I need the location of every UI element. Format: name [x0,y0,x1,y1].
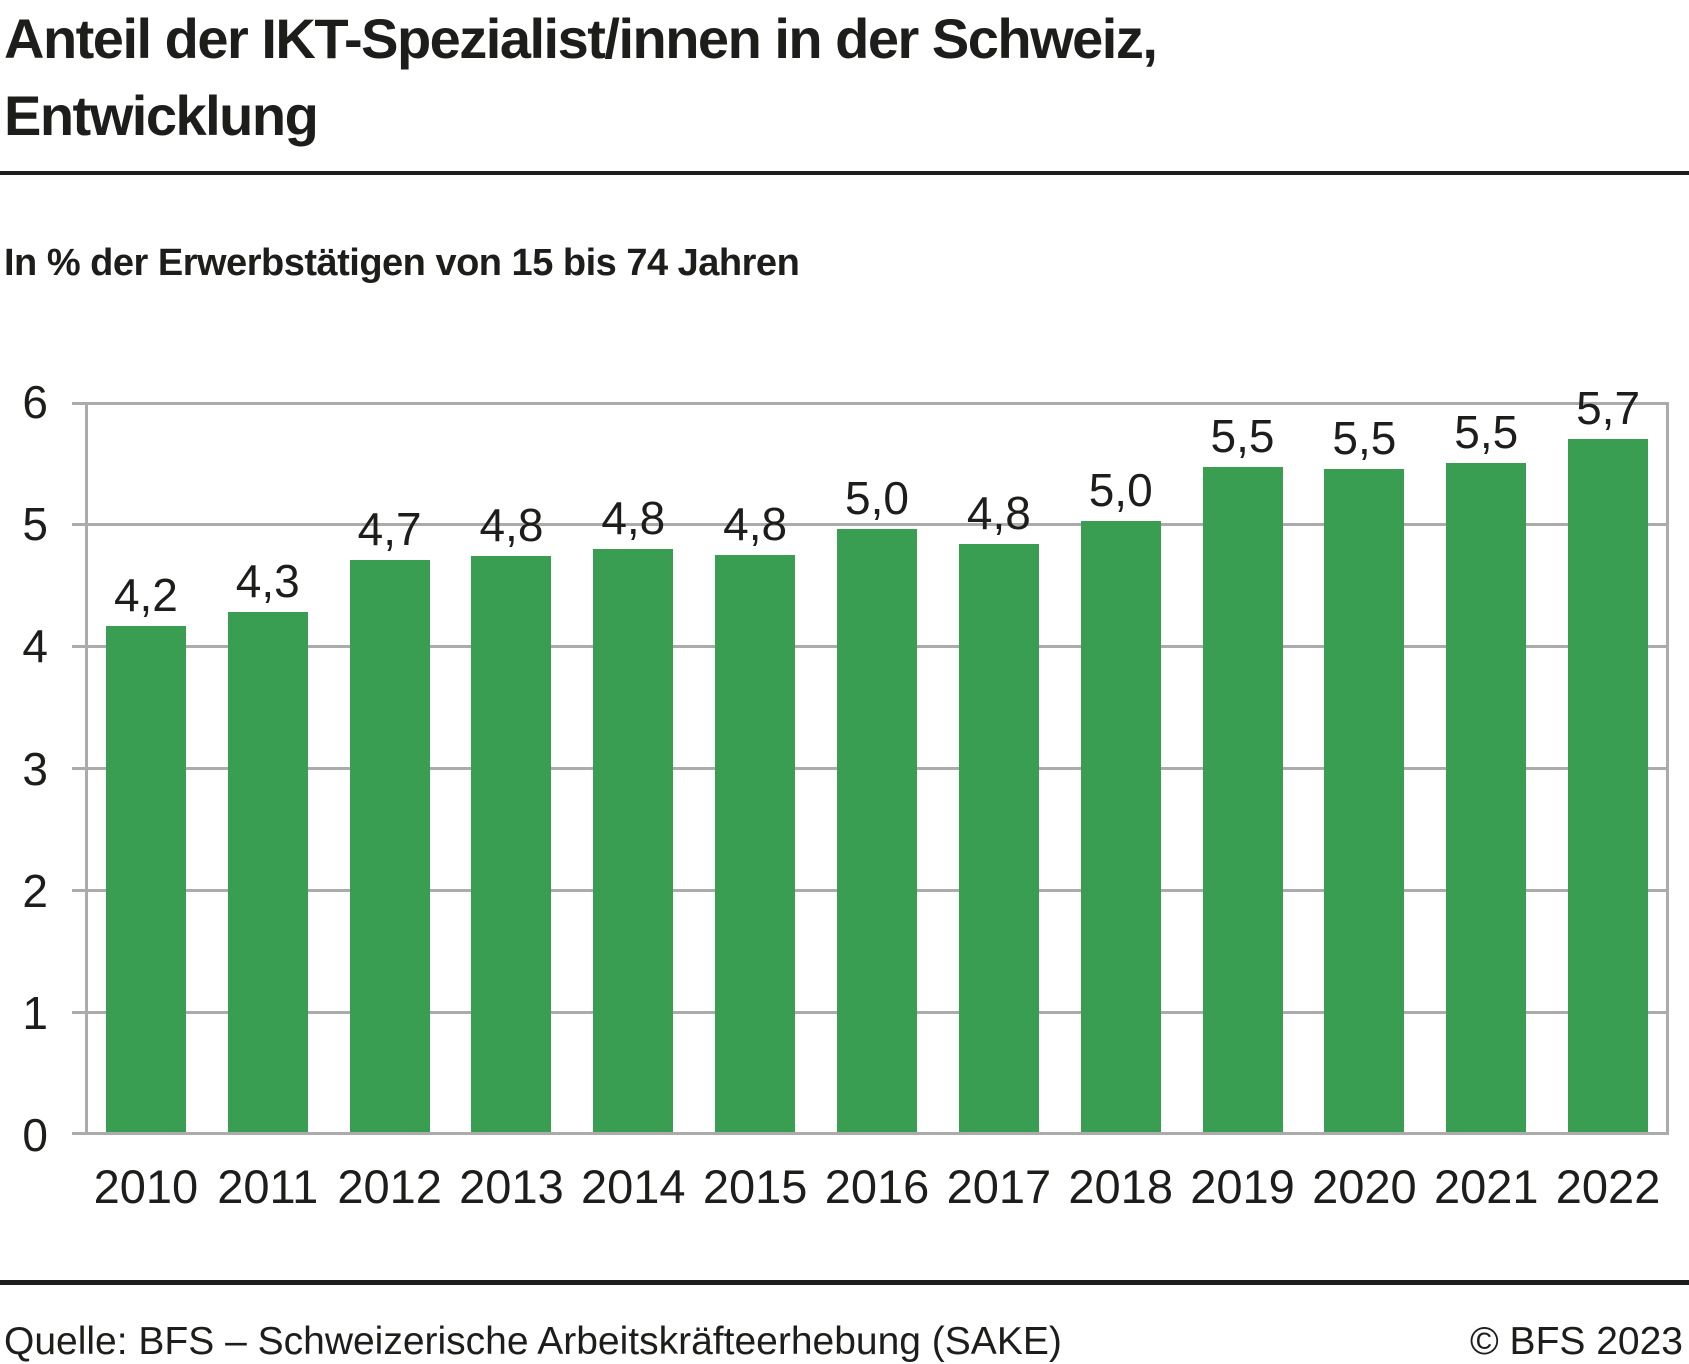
bar-value-label-2012: 4,7 [357,502,422,555]
bar-value-label-2013: 4,8 [479,498,544,551]
y-axis-label: 3 [22,742,48,795]
bar-2010 [105,625,186,1135]
y-axis-tick [72,402,85,405]
x-axis-label-2022: 2022 [1555,1160,1661,1213]
y-axis-label: 5 [22,498,48,551]
y-axis-label: 1 [22,986,48,1039]
x-axis-label-2020: 2020 [1312,1160,1417,1213]
bar-2016 [837,529,917,1135]
bar-value-label-2019: 5,5 [1210,409,1275,462]
plot-right-border [1666,402,1669,1135]
gridline-0 [85,1132,1669,1135]
bar-2018 [1080,520,1161,1135]
x-axis-label-2014: 2014 [581,1160,686,1213]
bar-2015 [715,554,796,1135]
bar-chart: 4,2 4,3 4,7 4,8 4,8 4,8 5,0 4,8 5,0 5,5 5,5 5,5 5,7 … [22,376,1669,1213]
bar-2019 [1202,466,1283,1135]
y-axis-label: 2 [22,864,48,917]
x-axis-label-2019: 2019 [1190,1160,1295,1213]
title-divider [0,171,1689,175]
bar-2014 [593,548,674,1135]
bar-value-label-2020: 5,5 [1332,412,1397,465]
page-title-line2: Entwicklung [4,84,319,147]
bar-value-label-2011: 4,3 [235,555,300,608]
bar-2017 [958,543,1039,1135]
bar-2013 [471,555,552,1135]
y-axis-line [85,402,88,1135]
y-axis-label: 6 [22,376,48,428]
gridline-5 [85,522,1669,526]
bar-2020 [1324,469,1405,1135]
x-axis-label-2013: 2013 [459,1160,564,1213]
footer-divider [0,1280,1689,1285]
chart-subtitle: In % der Erwerbstätigen von 15 bis 74 Ja… [4,242,800,284]
y-axis-tick [72,889,85,893]
x-axis-label-2011: 2011 [217,1160,319,1213]
bar-2011 [227,612,308,1135]
bar-value-label-2015: 4,8 [723,497,788,550]
bar-value-label-2022: 5,7 [1576,381,1641,434]
copyright-text: © BFS 2023 [1469,1320,1683,1363]
x-axis-label-2017: 2017 [946,1160,1052,1213]
y-axis-label: 4 [22,620,48,673]
y-axis-tick [72,644,85,648]
page-title: Anteil der IKT-Spezialist/innen in der S… [4,0,1664,154]
y-axis-tick [72,1011,85,1015]
bar-value-label-2010: 4,2 [113,568,178,621]
source-text: Quelle: BFS – Schweizerische Arbeitskräf… [4,1320,1062,1363]
y-axis-tick [72,522,85,526]
bar-2022 [1568,438,1649,1135]
bar-2012 [349,559,430,1135]
bar-value-label-2014: 4,8 [601,491,666,544]
x-axis-label-2015: 2015 [702,1160,808,1213]
y-axis-tick [72,1132,85,1135]
bar-2021 [1446,463,1527,1135]
x-axis-label-2012: 2012 [337,1160,442,1213]
page-title-line1: Anteil der IKT-Spezialist/innen in der S… [4,7,1158,70]
x-axis-label-2021: 2021 [1433,1160,1539,1213]
plot-area: 4,2 4,3 4,7 4,8 4,8 4,8 5,0 4,8 5,0 5,5 5,5 5,5 5,7 [85,385,1669,1135]
bar-value-label-2017: 4,8 [966,486,1031,539]
y-axis-tick [72,767,85,770]
x-axis-label-2010: 2010 [93,1160,199,1213]
gridline-6 [85,402,1669,405]
x-axis-label-2018: 2018 [1068,1160,1173,1213]
bar-value-label-2018: 5,0 [1088,463,1153,516]
x-axis-label-2016: 2016 [824,1160,930,1213]
bar-value-label-2021: 5,5 [1454,406,1519,459]
bar-value-label-2016: 5,0 [845,472,909,525]
y-axis-label: 0 [22,1109,48,1161]
